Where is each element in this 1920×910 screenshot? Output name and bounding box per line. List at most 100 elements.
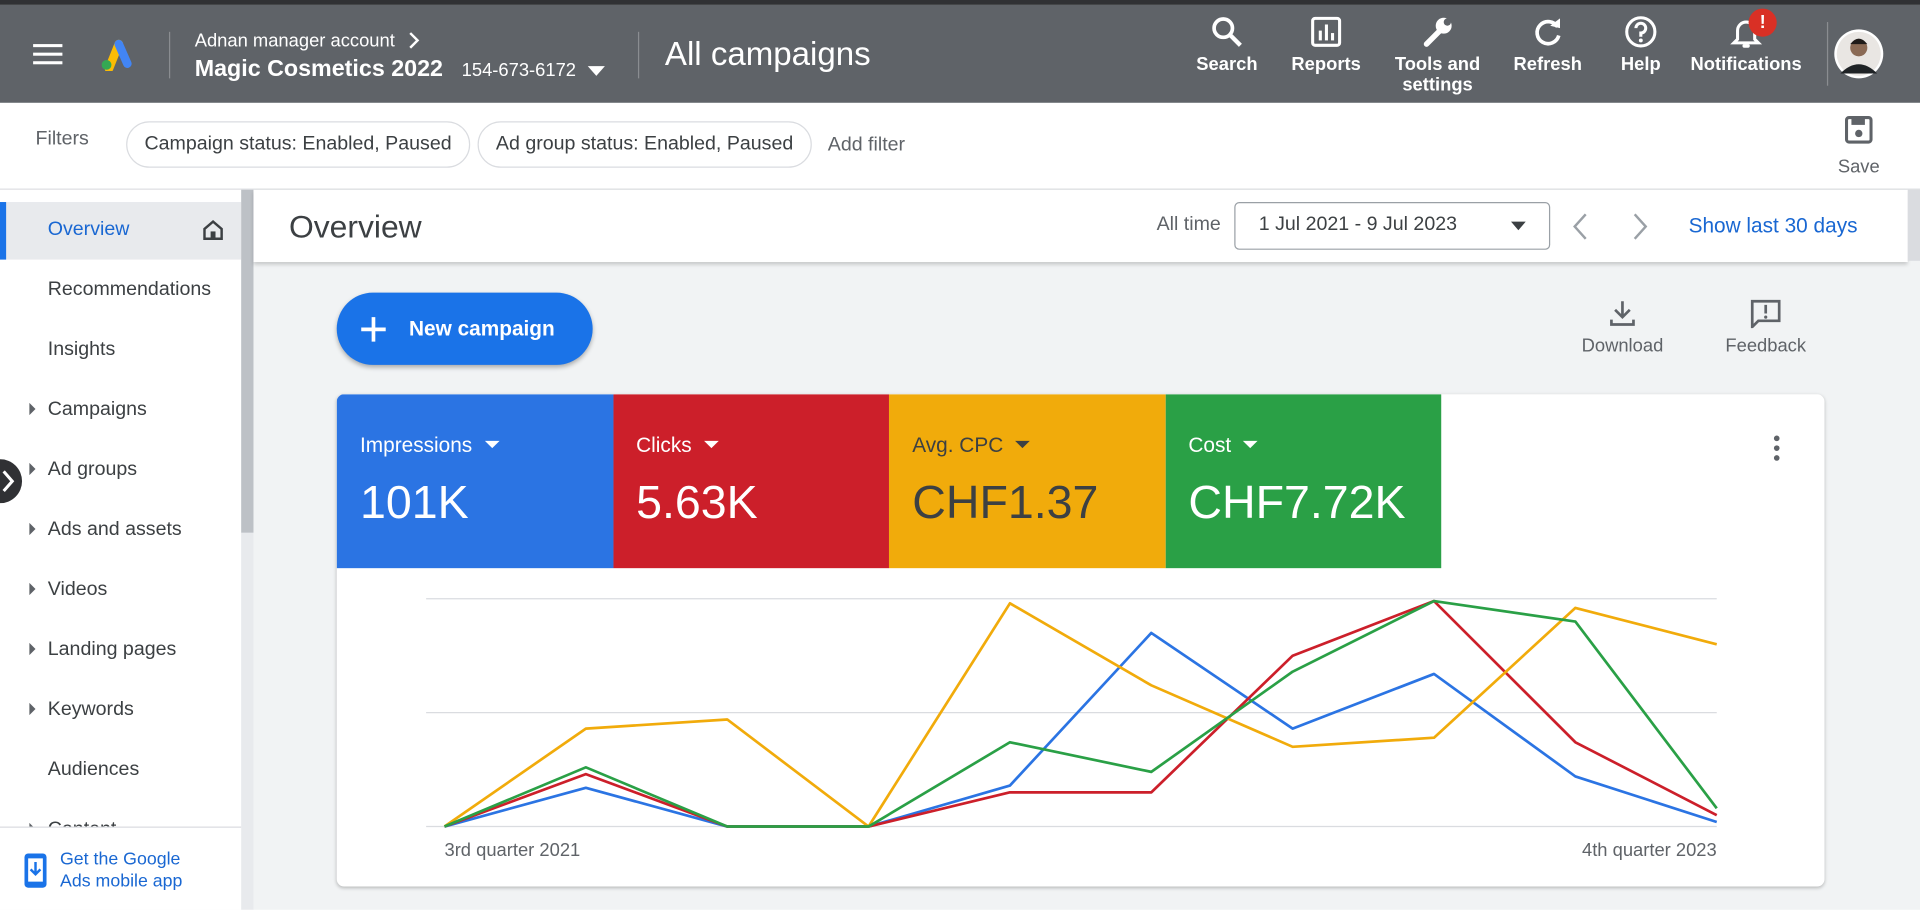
line-chart: 3rd quarter 2021 4th quarter 2023 [426, 598, 1718, 860]
series-line [444, 631, 1718, 828]
more-menu[interactable] [1764, 435, 1788, 464]
sidebar-item[interactable]: Ads and assets [47, 519, 182, 540]
sidebar-item[interactable]: Overview [47, 219, 130, 240]
date-range: 1 Jul 2021 - 9 Jul 2023 [1258, 214, 1458, 236]
download-icon [1610, 301, 1635, 326]
metric-dropdown [703, 440, 719, 449]
overview-title: Overview [288, 208, 422, 245]
nav-search[interactable]: Search [1160, 15, 1295, 75]
sidebar: Overview Recommendations Insights Campaigns… [0, 189, 242, 910]
divider [637, 31, 640, 79]
scroll-thumb[interactable] [241, 189, 254, 533]
avatar[interactable] [1833, 28, 1884, 79]
save-label[interactable]: Save [1837, 156, 1880, 178]
expand-arrow [29, 462, 36, 476]
show-last-link[interactable]: Show last 30 days [1688, 214, 1858, 238]
overview-bar: Overview All time 1 Jul 2021 - 9 Jul 202… [253, 189, 1908, 263]
x-tick-label: 4th quarter 2023 [1582, 839, 1717, 860]
prev-range[interactable] [1571, 212, 1591, 241]
arrow-shape [29, 642, 36, 656]
metric-name: Avg. CPC [912, 433, 1031, 457]
next-range[interactable] [1630, 212, 1650, 241]
account-parent-text: Adnan manager account [194, 30, 395, 52]
series-line [444, 599, 1718, 828]
performance-card: Impressions 101K Clicks 5.63K Avg. CPC CHF1.3… [336, 394, 1825, 887]
sidebar-item[interactable]: Audiences [47, 759, 140, 780]
plus-icon [361, 317, 386, 342]
metric-name: Impressions [360, 433, 500, 457]
app-link[interactable]: Get the Google Ads mobile app [60, 849, 183, 892]
refresh-icon [1535, 18, 1561, 46]
metric-name: Clicks [636, 433, 720, 457]
phone-icon [24, 853, 47, 888]
filter-chip[interactable]: Campaign status: Enabled, Paused [126, 121, 470, 168]
nav-label: Help [1620, 53, 1661, 75]
expand-arrow [29, 402, 36, 416]
nav-refresh[interactable]: Refresh [1480, 15, 1615, 75]
metric-tile[interactable]: Cost CHF7.72K [1165, 394, 1442, 569]
search-icon [1212, 17, 1242, 47]
sidebar-item[interactable]: Landing pages [47, 639, 177, 660]
nav-tools[interactable]: Tools and settings [1370, 15, 1505, 96]
nav-reports[interactable]: Reports [1259, 15, 1394, 75]
metric-value: CHF7.72K [1188, 477, 1406, 529]
download-label: Download [1581, 335, 1664, 357]
expand-arrow [29, 702, 36, 716]
nav-label: Notifications [1690, 53, 1802, 75]
arrow-shape [29, 702, 36, 716]
nav-help[interactable]: Help [1573, 15, 1708, 75]
expand-arrow [29, 582, 36, 596]
new-campaign-label: New campaign [408, 317, 555, 341]
feedback-button[interactable]: Feedback [1717, 299, 1815, 358]
arrow-shape [29, 402, 36, 416]
metric-tile[interactable]: Avg. CPC CHF1.37 [888, 394, 1166, 569]
header: Adnan manager account Magic Cosmetics 20… [0, 4, 1920, 103]
sidebar-item[interactable]: Insights [47, 339, 116, 360]
sidebar-item[interactable]: Recommendations [47, 279, 212, 300]
nav-notifications[interactable]: Notifications [1679, 15, 1814, 75]
range-label: All time [1156, 214, 1221, 236]
collapse-toggle[interactable] [0, 459, 24, 504]
sidebar-item[interactable]: Videos [47, 579, 108, 600]
nav-label: Refresh [1513, 53, 1582, 75]
filter-chip[interactable]: Ad group status: Enabled, Paused [477, 121, 812, 168]
series-line [443, 601, 1718, 828]
sidebar-item[interactable]: Ad groups [47, 459, 138, 480]
app-promo[interactable]: Get the Google Ads mobile app [0, 826, 242, 910]
account-name[interactable]: Magic Cosmetics 2022 [194, 56, 443, 83]
account-dropdown[interactable] [587, 65, 607, 77]
sidebar-item[interactable]: Keywords [47, 699, 134, 720]
download-button[interactable]: Download [1573, 299, 1671, 358]
metric-dropdown [484, 440, 500, 449]
page-scrollbar [1907, 189, 1920, 261]
account-parent[interactable]: Adnan manager account [194, 30, 422, 52]
nav-label: Search [1196, 53, 1258, 75]
nav-label: Tools and settings [1394, 53, 1481, 96]
date-picker[interactable]: 1 Jul 2021 - 9 Jul 2023 [1234, 202, 1551, 250]
divider [1826, 22, 1829, 86]
page-title: All campaigns [664, 35, 871, 73]
chevron [408, 32, 419, 49]
active-indicator [0, 202, 7, 260]
metric-tile[interactable]: Clicks 5.63K [612, 394, 889, 569]
notification-badge: ! [1748, 8, 1777, 37]
add-filter[interactable]: Add filter [827, 134, 906, 156]
save-icon[interactable] [1844, 115, 1873, 144]
account-id[interactable]: 154-673-6172 [461, 60, 577, 81]
nav-label: Reports [1291, 53, 1361, 75]
expand-arrow [29, 522, 36, 536]
menu-icon[interactable] [33, 42, 63, 66]
arrow-shape [1243, 440, 1259, 449]
arrow-shape [484, 440, 500, 449]
new-campaign-button[interactable]: New campaign [336, 292, 593, 365]
sidebar-item[interactable]: Campaigns [47, 399, 147, 420]
metric-value: CHF1.37 [912, 477, 1099, 529]
metric-tile[interactable]: Impressions 101K [336, 394, 613, 569]
reports-icon [1311, 16, 1342, 47]
feedback-label: Feedback [1725, 335, 1807, 357]
metric-value: 101K [360, 477, 469, 529]
divider [168, 31, 171, 79]
filter-bar: Filters Campaign status: Enabled, Paused… [0, 102, 1920, 190]
top-border [0, 0, 1920, 5]
